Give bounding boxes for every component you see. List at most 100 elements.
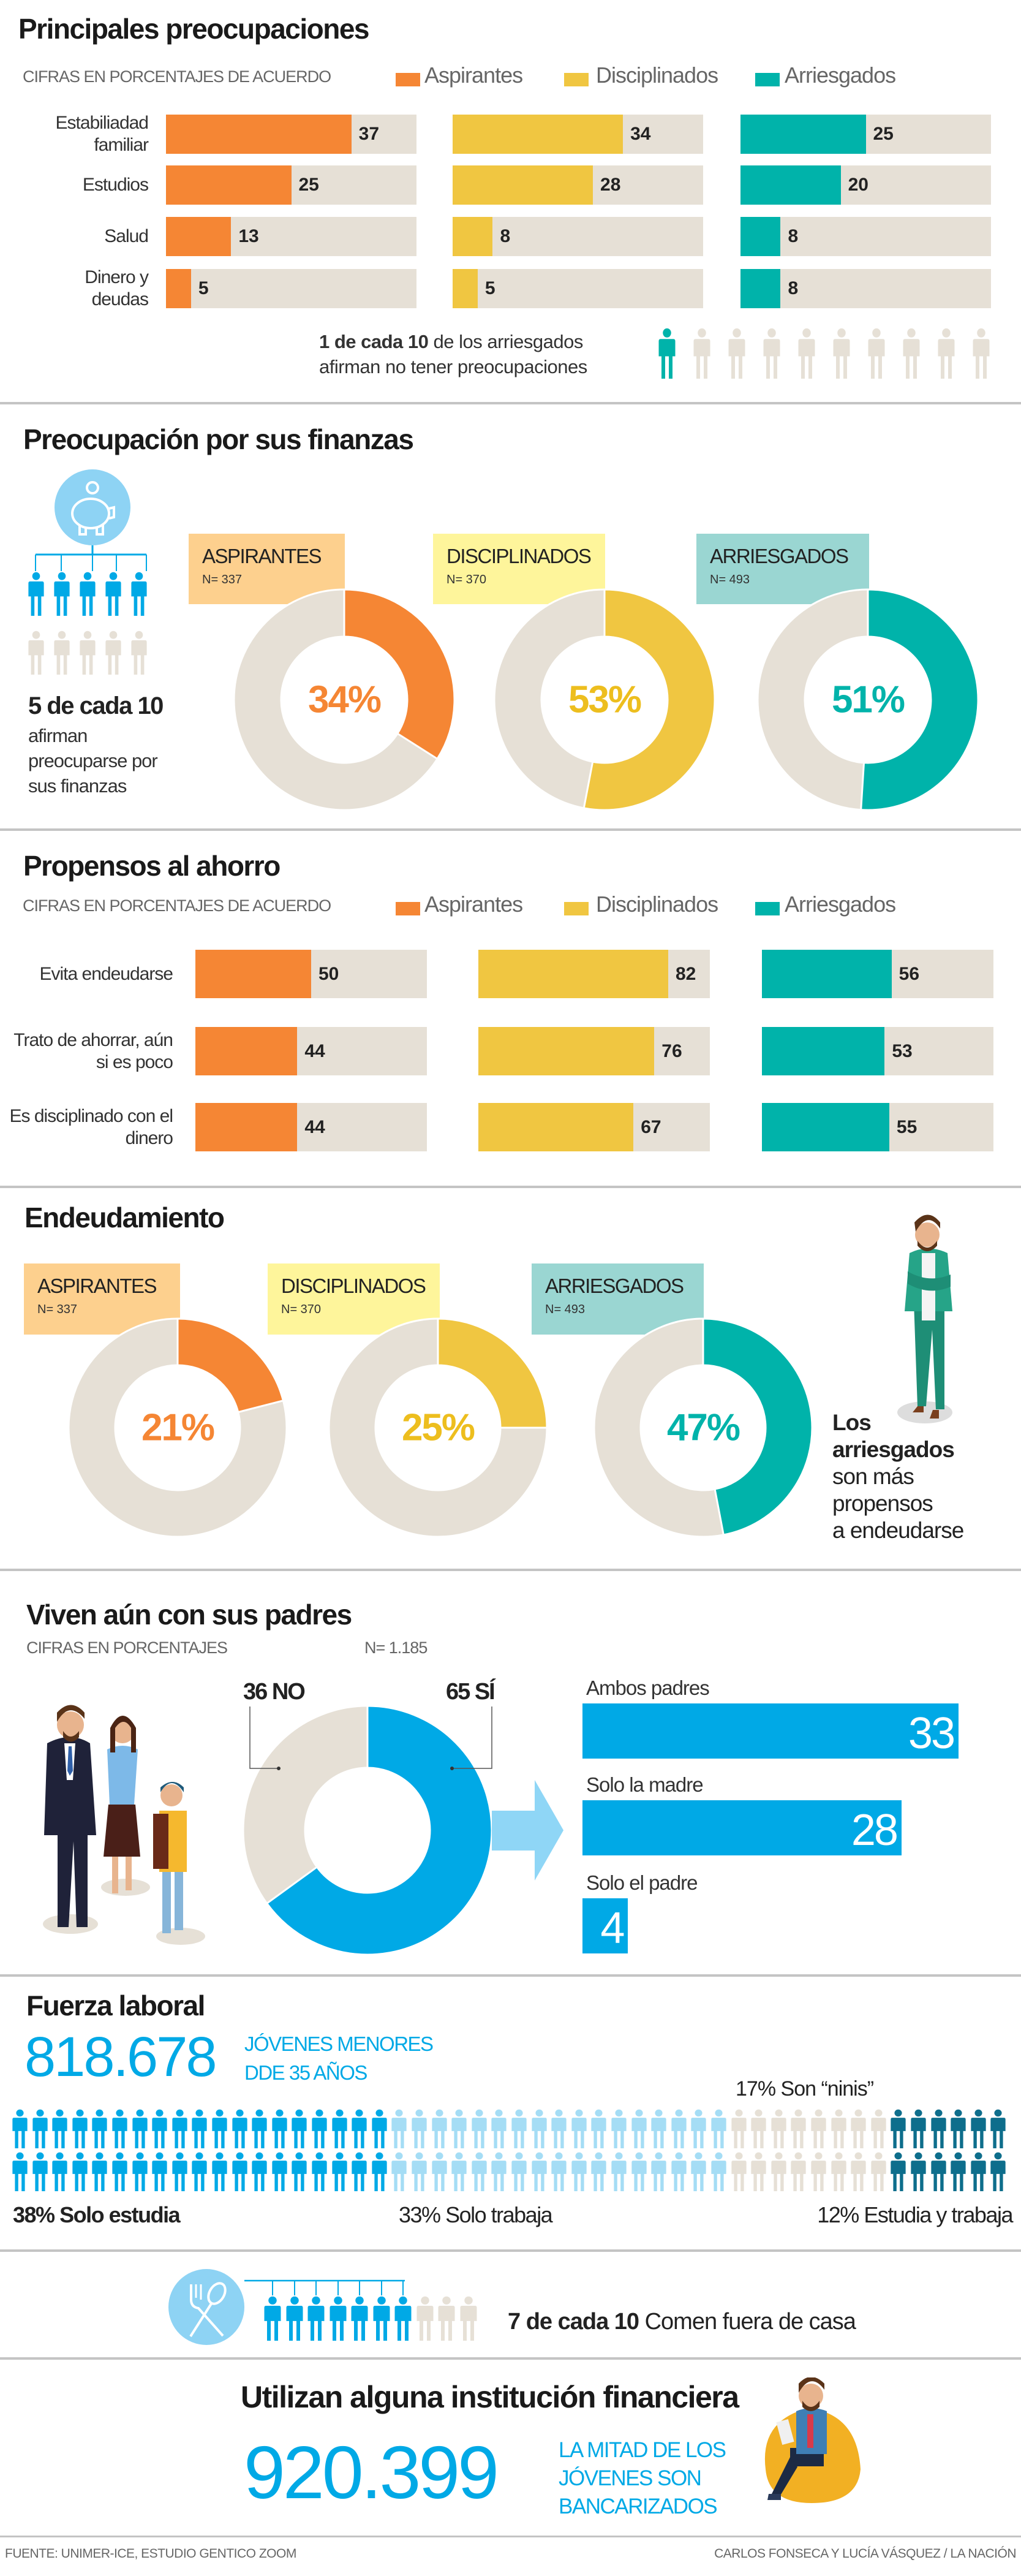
footer-credit: CARLOS FONSECA Y LUCÍA VÁSQUEZ / LA NACI… [714,2547,1016,2561]
donut-slice [437,1317,548,1429]
person-icon [191,2152,208,2191]
person-icon [411,2152,428,2191]
person-icon [291,2109,307,2148]
legend-label-arriesgados: Arriesgados [785,63,896,88]
person-icon [307,2296,325,2341]
bar-aspirantes [195,1027,298,1075]
person-icon [416,2296,434,2341]
person-icon [437,2296,456,2341]
person-icon [53,631,70,675]
bar-value: 76 [661,1040,682,1061]
footer-source: FUENTE: UNIMER-ICE, ESTUDIO GENTICO ZOOM [5,2547,296,2561]
bar-arriesgados [762,1103,889,1151]
person-icon [351,2152,367,2191]
person-icon [710,2109,727,2148]
tree-line [402,2281,404,2295]
group-sample-size: N= 337 [37,1303,78,1316]
tree-line [337,2281,339,2295]
debt-note-bold: Los [832,1410,872,1435]
bar-aspirantes [166,165,292,205]
eat-out-bold: 7 de cada 10 [508,2309,639,2335]
bar-arriesgados [740,217,781,256]
donut-disciplinados [493,588,716,811]
person-icon [211,2152,228,2191]
group-name: DISCIPLINADOS [281,1275,426,1297]
label: Solo trabaja [445,2202,553,2227]
breakdown-bar: 28 [582,1800,902,1855]
person-icon [832,328,851,379]
person-icon [311,2152,328,2191]
person-icon [351,2109,367,2148]
person-icon [394,2296,412,2341]
person-icon [910,2109,927,2148]
bar-value: 20 [848,175,868,195]
person-icon [350,2296,369,2341]
group-name: ARRIESGADOS [545,1275,684,1297]
bar-track [453,115,703,154]
group-name: ASPIRANTES [37,1275,157,1297]
donut-viven-con-padres [242,1705,493,1956]
person-icon [411,2109,428,2148]
person-icon [91,2152,108,2191]
bar-disciplinados [478,1103,634,1151]
fork-spoon-icon [168,2269,405,2345]
finance-stat-bold: 5 de cada 10 [28,692,164,719]
bar-value: 25 [873,124,894,144]
group-sample-size: N= 337 [202,573,243,586]
category-label: Estabiliadad familiar [55,113,149,155]
person-icon [950,2109,966,2148]
subtitle-cifras: CIFRAS EN PORCENTAJES DE ACUERDO [23,896,331,915]
total-desc-line: JÓVENES MENORES [244,2032,434,2055]
person-icon [571,2152,587,2191]
person-icon [671,2109,687,2148]
person-icon [291,2152,307,2191]
label-estudia-trabaja: 12% Estudia y trabaja [817,2202,1013,2228]
person-icon [105,631,122,675]
legend-label-aspirantes: Aspirantes [424,892,523,917]
person-icon [950,2152,966,2191]
person-icon [191,2109,208,2148]
bar-track [762,1103,993,1151]
bar-track [740,217,991,256]
banked-desc-line: LA MITAD DE LOS [559,2438,726,2462]
person-icon [232,2152,248,2191]
person-icon [870,2152,887,2191]
bar-disciplinados [478,1027,655,1075]
person-icon [511,2109,527,2148]
donut-aspirantes [233,588,456,811]
person-icon [731,2109,747,2148]
person-icon [471,2109,488,2148]
banked-desc-line: JÓVENES SON [559,2466,702,2490]
bar-track [166,115,416,154]
breakdown-label: Ambos padres [586,1676,710,1699]
person-icon [611,2152,627,2191]
person-icon [32,2109,48,2148]
breakdown-value: 33 [908,1709,955,1758]
donut-percent-label: 21% [141,1406,215,1449]
arrow-right-icon [492,1780,563,1881]
person-icon [658,328,676,379]
bar-value: 50 [318,963,339,984]
category-label: Trato de ahorrar, aún si es poco [13,1029,173,1072]
bar-track [740,115,991,154]
person-icon [72,2152,88,2191]
person-icon [251,2152,268,2191]
breakdown-value: 28 [851,1806,899,1855]
person-icon [130,572,148,616]
person-icon [750,2109,767,2148]
divider [0,1974,1021,1977]
person-icon [79,572,96,616]
bar-disciplinados [453,165,593,205]
bar-value: 28 [600,175,621,195]
breakdown-bar: 33 [582,1703,959,1759]
bar-track [195,1027,427,1075]
bar-track [166,217,416,256]
person-icon [850,2109,867,2148]
person-icon [690,2109,707,2148]
person-icon [930,2152,947,2191]
section-title-padres: Viven aún con sus padres [26,1599,352,1631]
person-icon [770,2152,787,2191]
legend-label-disciplinados: Disciplinados [596,63,718,88]
divider [0,2249,1021,2252]
person-icon [72,2109,88,2148]
